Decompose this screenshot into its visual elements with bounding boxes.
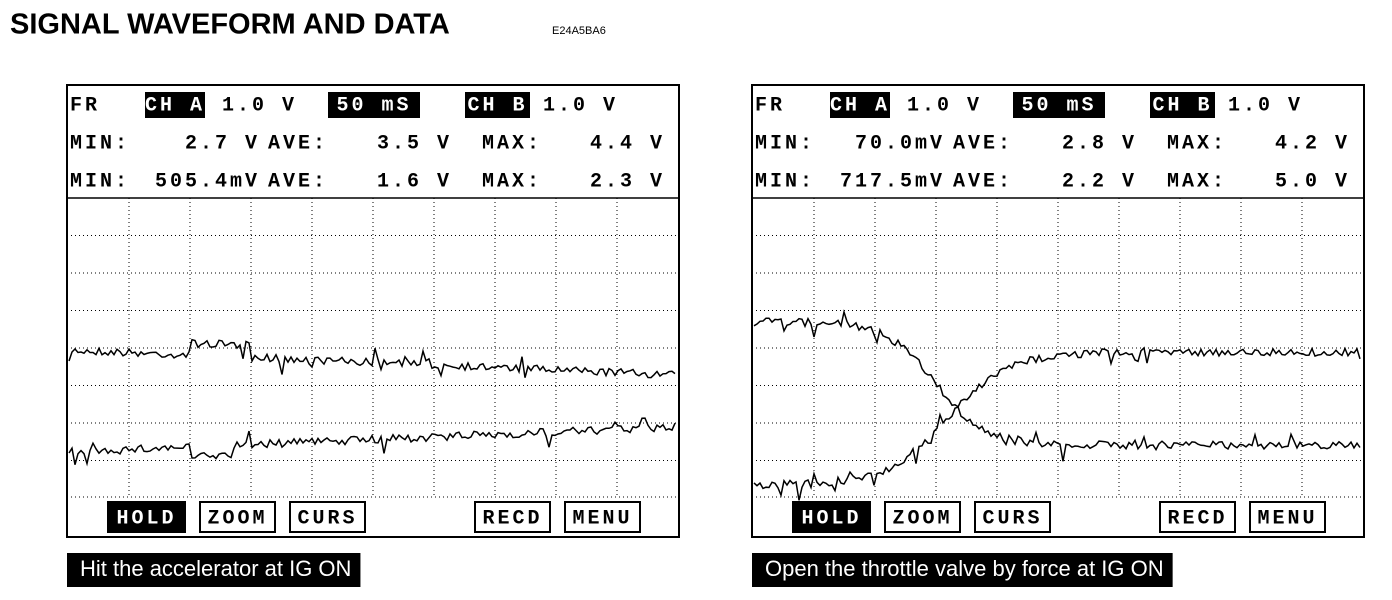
reading: 2.2 V xyxy=(1062,170,1137,193)
reading: 70.0mV xyxy=(855,132,945,155)
header-label: 1.0 V xyxy=(543,94,618,117)
caption-box xyxy=(67,553,361,587)
button-label: ZOOM xyxy=(207,507,267,530)
caption: Hit the accelerator at IG ON xyxy=(80,556,351,581)
reading: 1.6 V xyxy=(377,170,452,193)
reading: 717.5mV xyxy=(840,170,945,193)
reading: MIN: xyxy=(70,132,130,155)
button xyxy=(199,501,276,533)
button-label: MENU xyxy=(1257,507,1317,530)
waveform xyxy=(68,338,676,379)
header-label: CH B xyxy=(1152,94,1212,117)
button xyxy=(474,501,551,533)
button-label: MENU xyxy=(572,507,632,530)
button xyxy=(1249,501,1326,533)
button-label: RECD xyxy=(482,507,542,530)
label-box xyxy=(1013,92,1105,118)
caption-box xyxy=(752,553,1173,587)
label-box xyxy=(145,92,205,118)
caption: Open the throttle valve by force at IG O… xyxy=(765,556,1164,581)
code: E24A5BA6 xyxy=(552,25,606,37)
reading: 2.7 V xyxy=(185,132,260,155)
reading: AVE: xyxy=(268,132,328,155)
reading: AVE: xyxy=(268,170,328,193)
reading: 505.4mV xyxy=(155,170,260,193)
button xyxy=(884,501,961,533)
button-label: HOLD xyxy=(801,507,861,530)
reading: 3.5 V xyxy=(377,132,452,155)
button xyxy=(1159,501,1236,533)
reading: MAX: xyxy=(1167,170,1227,193)
reading: MAX: xyxy=(482,170,542,193)
reading: AVE: xyxy=(953,132,1013,155)
reading: MIN: xyxy=(755,170,815,193)
button-label: RECD xyxy=(1167,507,1227,530)
button-label: ZOOM xyxy=(892,507,952,530)
header-label: FR xyxy=(70,94,100,117)
reading: 5.0 V xyxy=(1275,170,1350,193)
reading: AVE: xyxy=(953,170,1013,193)
reading: MIN: xyxy=(755,132,815,155)
header-label: 1.0 V xyxy=(1228,94,1303,117)
title: SIGNAL WAVEFORM AND DATA xyxy=(10,9,450,41)
header-label: CH A xyxy=(830,94,890,117)
scope-panel: FR CH A 1.0 V 50 mS CH B 1.0 V MIN: 2.7 V AVE: 3.… xyxy=(66,84,680,587)
reading: MAX: xyxy=(1167,132,1227,155)
reading: 4.2 V xyxy=(1275,132,1350,155)
reading: 2.3 V xyxy=(590,170,665,193)
button-label: CURS xyxy=(982,507,1042,530)
scope-panel: FR CH A 1.0 V 50 mS CH B 1.0 V MIN: 70.0mV AVE: 2… xyxy=(751,84,1365,587)
reading: MIN: xyxy=(70,170,130,193)
label-box xyxy=(1150,92,1215,118)
button-label: HOLD xyxy=(116,507,176,530)
header-label: 50 mS xyxy=(1021,94,1096,117)
waveform xyxy=(753,309,1361,462)
waveform xyxy=(68,417,676,467)
reading: 2.8 V xyxy=(1062,132,1137,155)
waveform xyxy=(753,346,1361,501)
button xyxy=(107,501,186,533)
label-box xyxy=(830,92,890,118)
header-label: 1.0 V xyxy=(222,94,297,117)
reading: MAX: xyxy=(482,132,542,155)
header-label: FR xyxy=(755,94,785,117)
label-box xyxy=(328,92,420,118)
header-label: CH B xyxy=(467,94,527,117)
button xyxy=(564,501,641,533)
header-label: 50 mS xyxy=(336,94,411,117)
button-label: CURS xyxy=(297,507,357,530)
header-label: CH A xyxy=(145,94,205,117)
button xyxy=(289,501,366,533)
button xyxy=(792,501,871,533)
reading: 4.4 V xyxy=(590,132,665,155)
header-label: 1.0 V xyxy=(907,94,982,117)
label-box xyxy=(465,92,530,118)
button xyxy=(974,501,1051,533)
